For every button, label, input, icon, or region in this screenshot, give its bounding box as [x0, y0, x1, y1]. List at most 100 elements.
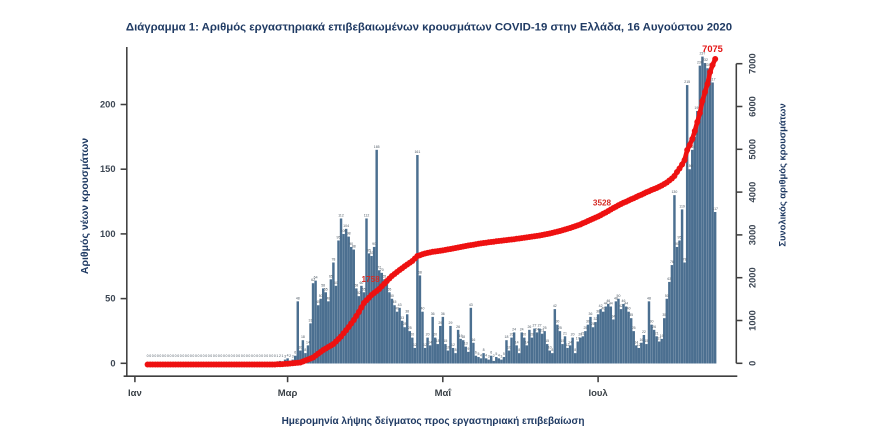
svg-text:20: 20	[426, 333, 430, 337]
svg-text:112: 112	[364, 214, 370, 218]
svg-text:0: 0	[192, 354, 194, 358]
svg-text:Συνολικός αριθμός κρουσμάτων: Συνολικός αριθμός κρουσμάτων	[777, 103, 788, 246]
svg-text:12: 12	[423, 343, 427, 347]
svg-text:0: 0	[170, 354, 172, 358]
svg-text:0: 0	[152, 354, 154, 358]
svg-text:Ιαν: Ιαν	[128, 388, 142, 399]
svg-text:0: 0	[149, 354, 151, 358]
svg-text:0: 0	[248, 354, 250, 358]
svg-text:25: 25	[583, 326, 587, 330]
svg-text:2000: 2000	[748, 267, 758, 288]
svg-text:0: 0	[226, 354, 228, 358]
svg-text:16: 16	[471, 338, 475, 342]
svg-text:117: 117	[712, 207, 718, 211]
svg-text:0: 0	[213, 354, 215, 358]
svg-text:0: 0	[748, 361, 758, 366]
svg-text:119: 119	[679, 204, 685, 208]
svg-text:46: 46	[622, 299, 626, 303]
svg-text:19: 19	[660, 334, 664, 338]
svg-text:0: 0	[195, 354, 197, 358]
svg-text:0: 0	[203, 354, 205, 358]
svg-text:44: 44	[624, 302, 628, 306]
svg-text:215: 215	[684, 80, 690, 84]
svg-text:165: 165	[374, 145, 380, 149]
svg-text:0: 0	[266, 354, 268, 358]
svg-text:55: 55	[387, 287, 391, 291]
svg-text:90: 90	[675, 242, 679, 246]
svg-text:3: 3	[488, 355, 490, 359]
svg-text:35: 35	[662, 313, 666, 317]
svg-text:0: 0	[182, 354, 184, 358]
svg-text:5: 5	[478, 352, 480, 356]
svg-text:0: 0	[254, 354, 256, 358]
svg-text:35: 35	[629, 313, 633, 317]
svg-text:36: 36	[431, 312, 435, 316]
svg-text:1000: 1000	[748, 310, 758, 331]
svg-text:5: 5	[503, 352, 505, 356]
svg-text:17: 17	[576, 337, 580, 341]
svg-text:72: 72	[377, 265, 381, 269]
svg-text:42: 42	[619, 304, 623, 308]
svg-text:4: 4	[485, 353, 487, 357]
svg-text:0: 0	[264, 354, 266, 358]
svg-text:24: 24	[512, 327, 516, 331]
svg-text:0: 0	[256, 354, 258, 358]
svg-text:165: 165	[689, 145, 695, 149]
svg-text:10: 10	[548, 346, 552, 350]
svg-text:161: 161	[414, 150, 420, 154]
svg-text:33: 33	[400, 316, 404, 320]
svg-text:0: 0	[246, 354, 248, 358]
svg-text:40: 40	[627, 307, 631, 311]
svg-text:34: 34	[611, 315, 615, 319]
svg-text:1: 1	[276, 354, 278, 358]
svg-text:4: 4	[498, 353, 500, 357]
svg-text:112: 112	[338, 214, 344, 218]
svg-text:30: 30	[555, 320, 559, 324]
svg-text:12: 12	[413, 343, 417, 347]
svg-text:20: 20	[522, 333, 526, 337]
svg-text:40: 40	[421, 307, 425, 311]
svg-text:200: 200	[100, 100, 116, 110]
svg-text:38: 38	[405, 309, 409, 313]
svg-text:20: 20	[510, 333, 514, 337]
svg-text:1: 1	[282, 354, 284, 358]
svg-text:68: 68	[418, 270, 422, 274]
svg-text:90: 90	[349, 242, 353, 246]
svg-text:0: 0	[223, 354, 225, 358]
svg-text:10: 10	[298, 346, 302, 350]
svg-text:36: 36	[441, 312, 445, 316]
svg-text:43: 43	[469, 303, 473, 307]
svg-text:15: 15	[436, 339, 440, 343]
svg-text:0: 0	[200, 354, 202, 358]
svg-text:14: 14	[525, 340, 529, 344]
svg-text:88: 88	[352, 245, 356, 249]
svg-text:76: 76	[670, 260, 674, 264]
svg-text:31: 31	[309, 318, 313, 322]
svg-text:1758: 1758	[361, 275, 380, 284]
svg-text:130: 130	[671, 190, 677, 194]
svg-text:20: 20	[571, 333, 575, 337]
svg-text:26: 26	[652, 325, 656, 329]
svg-text:6: 6	[475, 351, 477, 355]
svg-text:3528: 3528	[593, 198, 612, 207]
svg-text:0: 0	[210, 354, 212, 358]
svg-text:0: 0	[218, 354, 220, 358]
svg-text:0: 0	[175, 354, 177, 358]
svg-text:46: 46	[606, 299, 610, 303]
svg-text:0: 0	[172, 354, 174, 358]
svg-text:40: 40	[601, 307, 605, 311]
svg-text:0: 0	[164, 354, 166, 358]
svg-text:8: 8	[574, 348, 576, 352]
svg-text:0: 0	[251, 354, 253, 358]
svg-text:50: 50	[390, 294, 394, 298]
svg-text:55: 55	[362, 287, 366, 291]
svg-text:25: 25	[408, 326, 412, 330]
svg-text:Διάγραμμα 1: Αριθμός εργαστηρι: Διάγραμμα 1: Αριθμός εργαστηριακά επιβεβ…	[126, 22, 732, 34]
svg-text:0: 0	[177, 354, 179, 358]
svg-text:13: 13	[464, 342, 468, 346]
svg-text:12: 12	[451, 343, 455, 347]
svg-text:0: 0	[185, 354, 187, 358]
svg-text:3: 3	[284, 355, 286, 359]
svg-text:55: 55	[324, 287, 328, 291]
svg-text:0: 0	[228, 354, 230, 358]
